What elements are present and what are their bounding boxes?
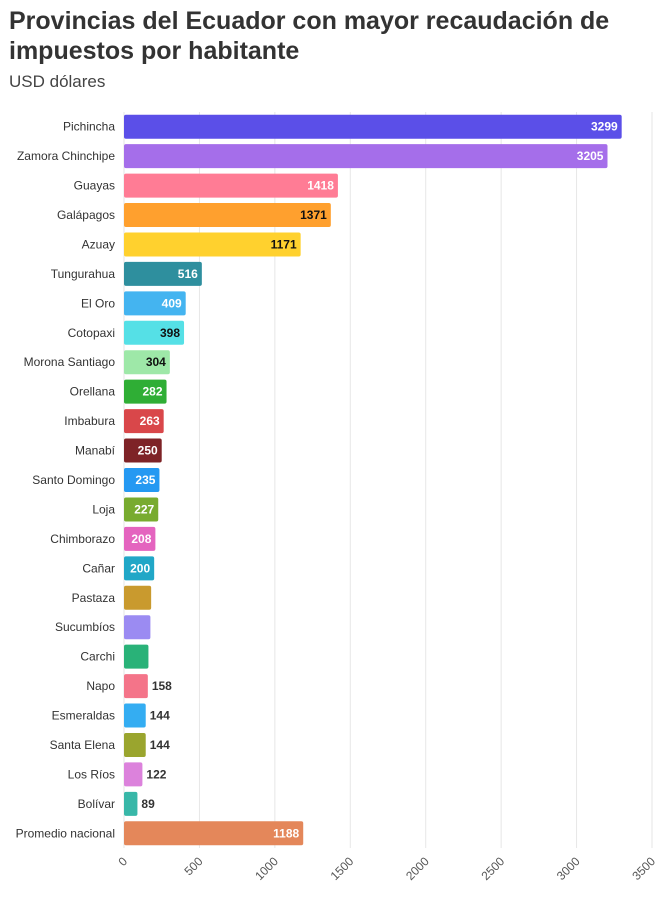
category-label: Sucumbíos [55, 620, 115, 634]
category-label: Promedio nacional [16, 826, 115, 840]
category-label: Los Ríos [68, 767, 115, 781]
value-label: 3299 [591, 120, 618, 134]
bar [124, 762, 143, 787]
category-label: Esmeraldas [52, 709, 115, 723]
category-label: Zamora Chinchipe [17, 149, 115, 163]
category-label: Manabí [75, 444, 116, 458]
x-tick-label: 0 [115, 854, 130, 869]
category-label: Morona Santiago [24, 355, 116, 369]
category-label: Loja [92, 502, 115, 516]
value-label: 282 [143, 385, 163, 399]
bar [124, 438, 162, 463]
value-label: 208 [131, 532, 151, 546]
value-label: 516 [178, 267, 198, 281]
chart-title: Provincias del Ecuador con mayor recauda… [9, 7, 610, 65]
category-label: Galápagos [57, 208, 115, 222]
category-label: Guayas [74, 179, 115, 193]
category-label: Chimborazo [50, 532, 115, 546]
category-label: Santo Domingo [32, 473, 115, 487]
bar [124, 261, 202, 286]
category-label: Santa Elena [50, 738, 116, 752]
category-label: Tungurahua [51, 267, 116, 281]
bar [124, 232, 301, 257]
value-label: 398 [160, 326, 180, 340]
bar [124, 585, 152, 610]
value-label: 175 [154, 620, 174, 634]
bar [124, 703, 146, 728]
value-label: 235 [135, 473, 155, 487]
bar [124, 114, 622, 139]
value-label: 1418 [307, 179, 334, 193]
category-label: Napo [86, 679, 115, 693]
category-label: El Oro [81, 296, 115, 310]
value-label: 409 [162, 296, 182, 310]
x-tick-label: 1500 [328, 854, 357, 883]
value-label: 1188 [273, 826, 299, 840]
category-label: Cotopaxi [68, 326, 115, 340]
bar [124, 320, 185, 345]
value-label: 144 [150, 709, 170, 723]
value-label: 304 [146, 355, 166, 369]
value-label: 89 [141, 797, 155, 811]
value-label: 122 [146, 767, 166, 781]
bar [124, 291, 186, 316]
value-label: 3205 [577, 149, 604, 163]
bar [124, 615, 151, 640]
value-label: 158 [152, 679, 172, 693]
category-label: Bolívar [78, 797, 115, 811]
value-label: 227 [134, 502, 154, 516]
x-tick-label: 2000 [403, 854, 432, 883]
bar [124, 379, 167, 404]
bar [124, 497, 159, 522]
bar [124, 732, 146, 757]
bar [124, 203, 331, 228]
category-label: Imbabura [64, 414, 115, 428]
category-label: Carchi [80, 650, 115, 664]
value-label: 200 [130, 561, 150, 575]
x-tick-label: 3500 [629, 854, 658, 883]
category-label: Orellana [70, 385, 116, 399]
chart-subtitle: USD dólares [9, 72, 106, 91]
category-label: Cañar [82, 561, 115, 575]
bar [124, 644, 149, 669]
value-label: 162 [152, 650, 172, 664]
value-label: 250 [138, 444, 158, 458]
value-label: 180 [155, 591, 175, 605]
category-label: Pichincha [63, 120, 115, 134]
x-tick-label: 1000 [252, 854, 281, 883]
bar [124, 173, 338, 198]
bar [124, 350, 170, 375]
bar [124, 556, 155, 581]
bar [124, 821, 304, 846]
value-label: 1171 [271, 237, 297, 251]
bar [124, 526, 156, 551]
bar [124, 409, 164, 434]
x-tick-label: 2500 [478, 854, 507, 883]
bar [124, 791, 138, 816]
x-tick-label: 3000 [554, 854, 583, 883]
value-label: 263 [140, 414, 160, 428]
x-tick-label: 500 [181, 854, 205, 878]
chart-header: Provincias del Ecuador con mayor recauda… [9, 6, 659, 92]
category-label: Azuay [82, 237, 115, 251]
value-label: 1371 [300, 208, 327, 222]
bar [124, 468, 160, 492]
category-label: Pastaza [72, 591, 116, 605]
value-label: 144 [150, 738, 170, 752]
bar [124, 674, 148, 699]
bar [124, 144, 608, 169]
